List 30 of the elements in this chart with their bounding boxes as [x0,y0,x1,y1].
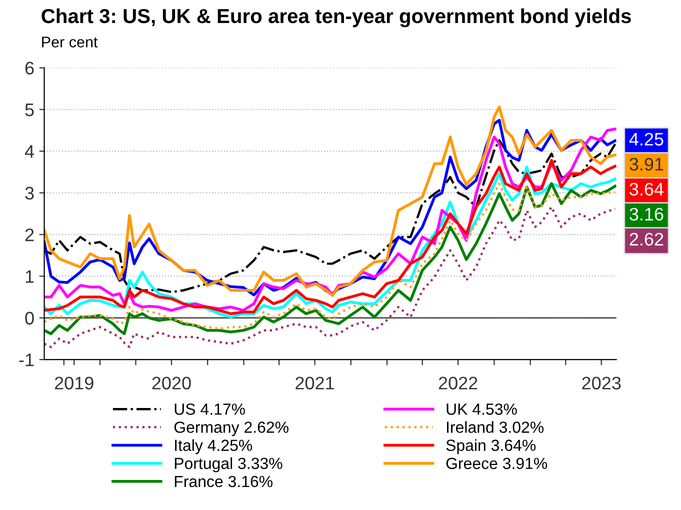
y-tick-label: 2 [25,228,34,242]
x-tick-label: 2022 [438,376,478,390]
chart-subtitle: Per cent [42,36,98,48]
chart-title: Chart 3: US, UK & Euro area ten-year government bond yields [42,8,631,28]
y-tick-label: 4 [24,145,34,158]
legend-label: Germany 2.62% [174,422,288,436]
y-tick-label: 1 [26,270,34,283]
x-tick-label: 2021 [296,376,334,390]
y-tick-label: 6 [25,62,34,75]
y-tick-label: 3 [25,186,34,200]
legend-label: Italy 4.25% [175,439,252,454]
legend-label: Portugal 3.33% [174,457,282,472]
line-series [44,206,616,348]
data-label: 2.62 [630,232,664,246]
y-tick-label: 0 [25,312,34,325]
legend-label: Greece 3.91% [446,458,548,470]
x-tick-label: 2023 [582,376,621,390]
legend-label: UK 4.53% [446,404,517,415]
legend-label: Spain 3.64% [446,439,536,454]
legend-label: France 3.16% [174,476,272,488]
x-tick-label: 2019 [54,376,94,390]
legend-label: US 4.17% [174,404,245,415]
legend-label: Ireland 3.02% [447,421,544,433]
y-tick-label: -1 [19,354,34,366]
data-label: 4.25 [629,132,664,146]
data-label: 3.64 [630,182,664,196]
x-tick-label: 2020 [152,376,191,390]
data-label: 3.16 [630,208,664,221]
y-tick-label: 5 [25,104,34,116]
data-label: 3.91 [630,158,664,171]
